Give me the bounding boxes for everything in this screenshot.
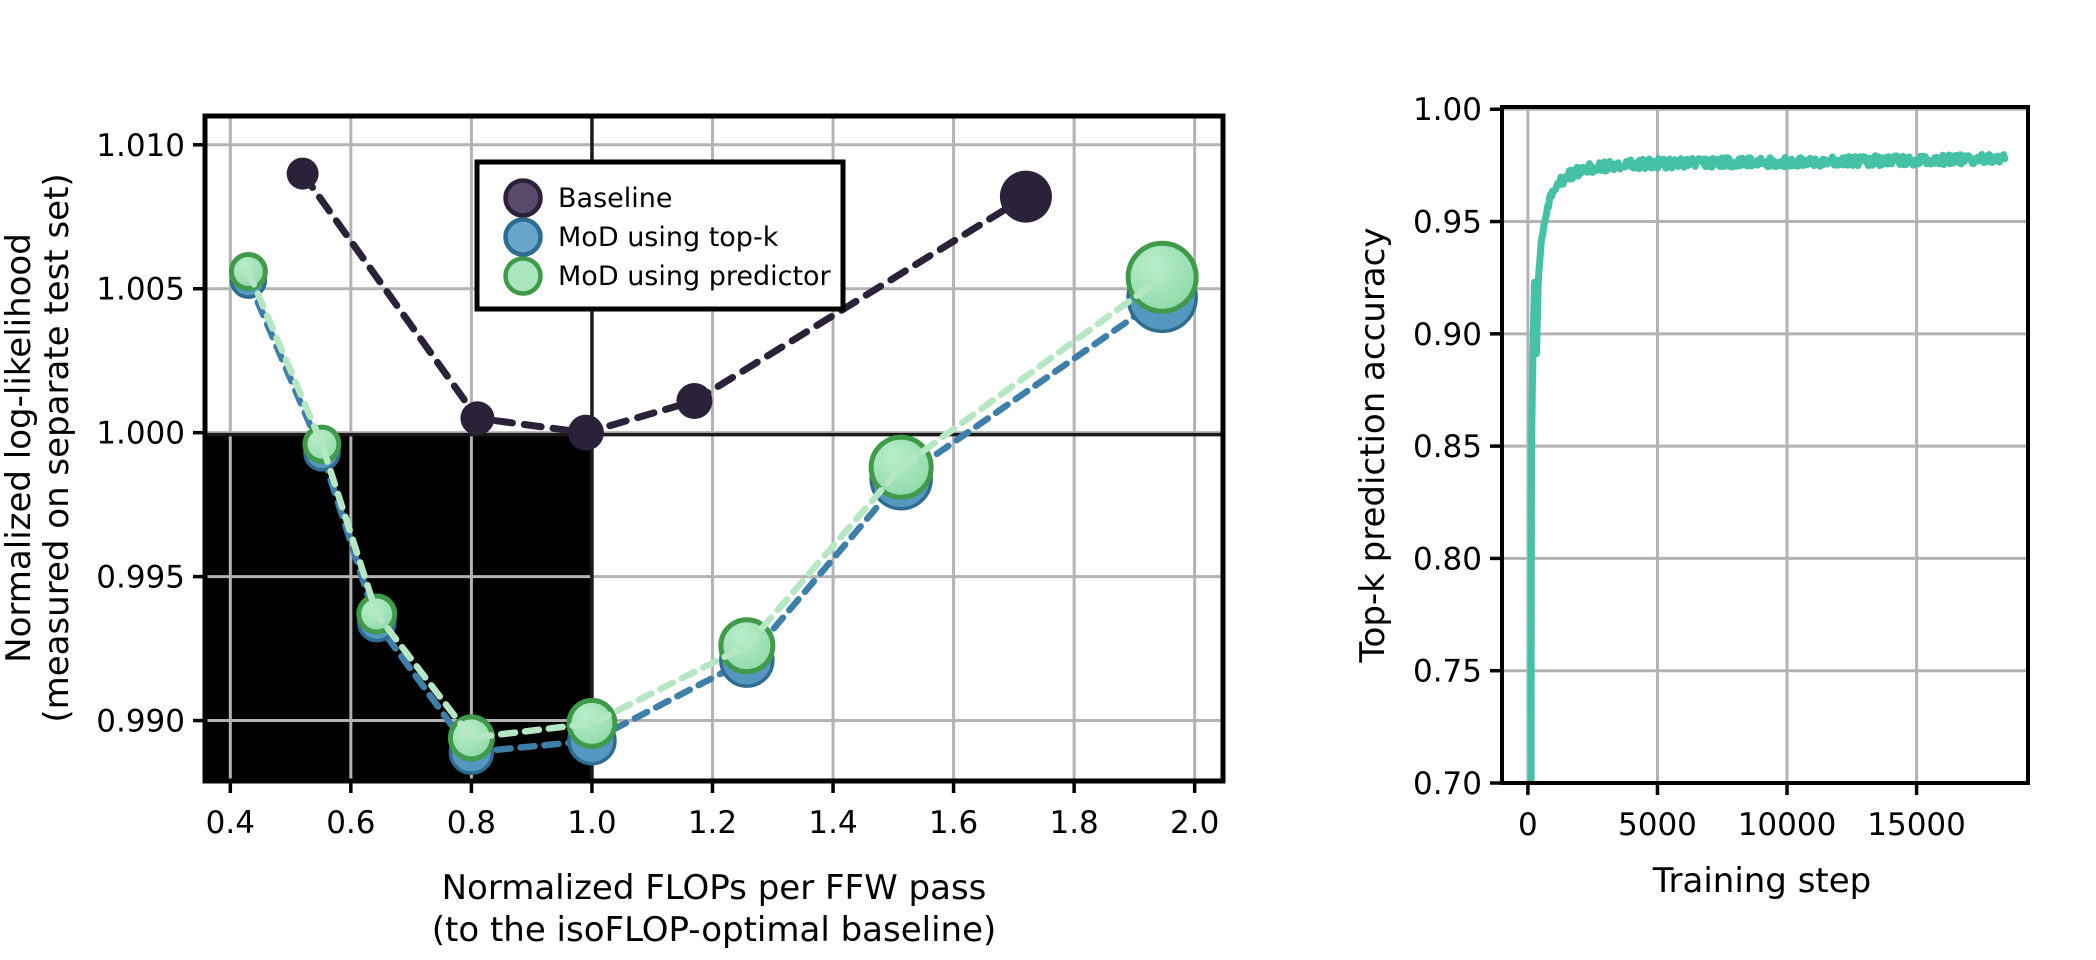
x-tick-label: 1.4: [808, 805, 857, 841]
x-tick-label: 15000: [1867, 807, 1966, 843]
mod-predictor-marker: [566, 697, 618, 749]
baseline-marker: [999, 170, 1052, 223]
left-y-axis-label-line2: (measured on separate test set): [37, 173, 77, 722]
legend-item-label: Baseline: [558, 183, 672, 214]
x-tick-label: 0.6: [326, 805, 375, 841]
left-y-axis-label-line1: Normalized log-likelihood: [0, 233, 39, 663]
topk-accuracy-curve: [1527, 151, 2009, 783]
legend-marker-icon: [503, 256, 543, 296]
left-chart: 0.4 0.6 0.8 1.0 1.2 1.4 1.6 1.8 2.0 0.990 0.995 1.0…: [96, 113, 1226, 841]
y-tick-label: 0.995: [96, 560, 185, 596]
y-tick-label: 0.990: [96, 704, 185, 740]
shaded-region: [205, 432, 592, 781]
y-tick-label: 0.95: [1413, 205, 1482, 241]
y-tick-label: 0.75: [1413, 654, 1482, 690]
legend-item: MoD using top-k: [503, 217, 779, 257]
legend-item-label: MoD using top-k: [558, 222, 779, 253]
y-tick-label: 0.85: [1413, 429, 1482, 465]
x-tick-label: 1.2: [688, 805, 737, 841]
mod-predictor-line: [245, 268, 1166, 742]
legend-item: MoD using predictor: [503, 256, 832, 296]
y-tick-label: 0.90: [1413, 317, 1482, 353]
baseline-marker: [460, 401, 495, 436]
legend-marker-icon: [503, 178, 543, 218]
x-tick-label: 2.0: [1170, 805, 1219, 841]
right-x-axis-label: Training step: [1652, 861, 1872, 901]
legend: Baseline MoD using top-k MoD using predict…: [474, 159, 846, 312]
baseline-marker: [676, 383, 713, 419]
y-tick-label: 1.010: [96, 128, 185, 164]
y-tick-label: 1.00: [1413, 92, 1482, 128]
baseline-marker: [567, 414, 604, 451]
left-x-axis-label-line2: (to the isoFLOP-optimal baseline): [432, 910, 997, 950]
legend-item: Baseline: [503, 178, 672, 218]
legend-marker-icon: [503, 217, 543, 257]
left-x-axis-label-line1: Normalized FLOPs per FFW pass: [442, 868, 987, 908]
x-tick-label: 1.8: [1049, 805, 1098, 841]
x-tick-label: 0.4: [206, 805, 255, 841]
x-tick-label: 5000: [1618, 807, 1697, 843]
y-tick-label: 1.000: [96, 416, 185, 452]
baseline-marker: [286, 157, 319, 190]
x-tick-label: 1.0: [567, 805, 616, 841]
mod-predictor-marker: [302, 424, 342, 464]
right-y-axis-label: Top-k prediction accuracy: [1353, 228, 1393, 664]
legend-item-label: MoD using predictor: [558, 261, 832, 292]
x-tick-label: 0: [1518, 807, 1538, 843]
x-tick-label: 0.8: [447, 805, 496, 841]
right-chart: 0 5000 10000 15000 0.70 0.75 0.80 0.85 0.90 0.95 1…: [1413, 92, 2030, 843]
x-tick-label: 10000: [1738, 807, 1837, 843]
y-tick-label: 1.005: [96, 272, 185, 308]
x-tick-label: 1.6: [929, 805, 978, 841]
y-tick-label: 0.70: [1413, 766, 1482, 802]
curve-layer: [1527, 151, 2009, 783]
y-tick-label: 0.80: [1413, 541, 1482, 577]
series-layer: [228, 157, 1199, 775]
